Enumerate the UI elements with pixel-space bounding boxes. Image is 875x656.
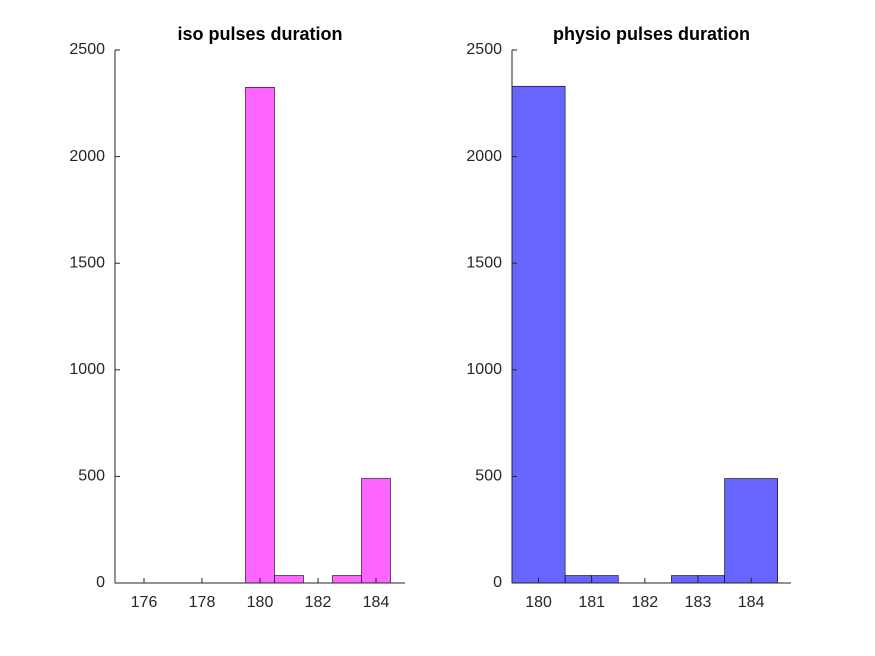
chart-title: physio pulses duration [553, 24, 750, 44]
y-tick-label: 2000 [69, 148, 105, 165]
y-tick-label: 1500 [466, 254, 502, 271]
x-tick-label: 184 [738, 594, 765, 611]
y-tick-label: 1000 [466, 361, 502, 378]
y-tick-label: 2500 [466, 41, 502, 58]
bar [245, 87, 275, 584]
chart-title: iso pulses duration [177, 24, 342, 44]
bar [361, 478, 391, 584]
y-tick-label: 1000 [69, 361, 105, 378]
y-tick-label: 1500 [69, 254, 105, 271]
x-tick-label: 180 [247, 594, 274, 611]
bar [332, 575, 362, 584]
y-tick-label: 0 [493, 574, 502, 591]
bar [671, 575, 699, 584]
x-tick-label: 180 [525, 594, 552, 611]
x-tick-label: 182 [305, 594, 332, 611]
y-tick-label: 500 [78, 468, 105, 485]
x-tick-label: 182 [632, 594, 659, 611]
x-tick-label: 181 [578, 594, 605, 611]
bar [274, 575, 304, 584]
y-tick-label: 2000 [466, 148, 502, 165]
bar [511, 85, 566, 584]
bar [724, 478, 779, 584]
bar [564, 575, 593, 584]
y-tick-label: 2500 [69, 41, 105, 58]
x-tick-label: 178 [189, 594, 216, 611]
y-tick-label: 0 [96, 574, 105, 591]
bar [697, 575, 725, 584]
x-tick-label: 183 [685, 594, 712, 611]
x-tick-label: 176 [131, 594, 158, 611]
y-tick-label: 500 [475, 468, 502, 485]
bar [591, 575, 619, 584]
x-tick-label: 184 [363, 594, 390, 611]
